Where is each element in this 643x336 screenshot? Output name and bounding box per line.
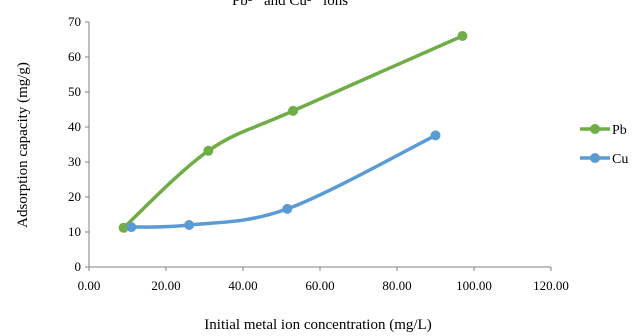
y-tick-label: 50 [68, 84, 81, 99]
legend: Pb Cu [580, 123, 628, 167]
data-point-cu [126, 222, 137, 233]
x-tick-label: 80.00 [382, 278, 411, 293]
legend-marker-pb [590, 124, 600, 134]
axes: 0 10 20 30 40 50 60 70 0.00 20.00 40.00 60.00 80.00 1… [68, 14, 569, 293]
y-tick-label: 10 [68, 224, 81, 239]
x-tick-label: 120.00 [533, 278, 569, 293]
series-pb [118, 31, 468, 233]
x-tick-label: 40.00 [228, 278, 257, 293]
series-line-pb [121, 34, 465, 230]
plot-area [118, 31, 468, 233]
data-point-cu [184, 220, 195, 230]
data-point-pb [457, 31, 468, 41]
series-line-cu [129, 133, 438, 229]
x-tick-label: 20.00 [151, 278, 180, 293]
y-tick-label: 20 [68, 189, 81, 204]
data-point-pb [288, 105, 299, 116]
y-tick-label: 60 [68, 49, 81, 64]
x-tick-label: 100.00 [456, 278, 492, 293]
data-point-cu [282, 203, 293, 214]
series-cu [126, 130, 441, 233]
x-tick-label: 60.00 [305, 278, 334, 293]
legend-label-cu: Cu [612, 152, 628, 167]
legend-label-pb: Pb [612, 123, 627, 138]
legend-marker-cu [590, 153, 600, 163]
data-point-cu [430, 130, 441, 141]
y-tick-label: 40 [68, 119, 81, 134]
y-axis-title: Adsorption capacity (mg/g) [15, 62, 31, 228]
data-point-pb [118, 222, 129, 233]
x-axis-title: Initial metal ion concentration (mg/L) [204, 317, 431, 333]
y-tick-label: 30 [68, 154, 81, 169]
chart-title: Pb²⁺ and Cu²⁺ ions [232, 0, 348, 9]
y-tick-label: 70 [68, 14, 81, 29]
y-tick-label: 0 [75, 259, 82, 274]
x-tick-label: 0.00 [78, 278, 101, 293]
data-point-pb [203, 145, 214, 156]
